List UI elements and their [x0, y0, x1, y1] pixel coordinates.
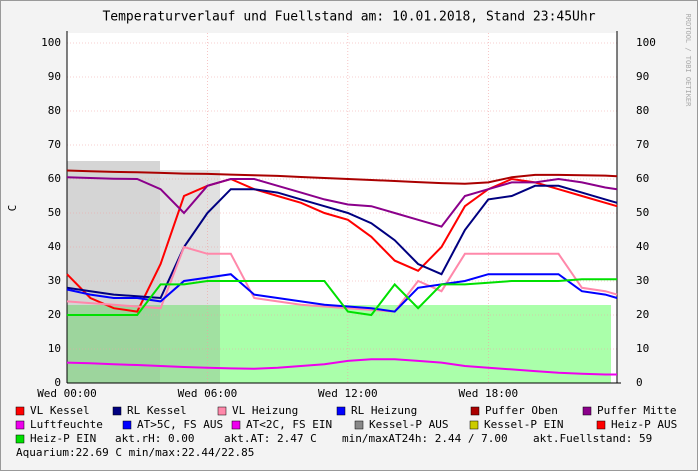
y2-tick-label: 80: [636, 104, 649, 117]
legend-label: Heiz-P EIN: [30, 432, 96, 445]
legend-label: AT>5C, FS AUS: [137, 418, 223, 431]
y-tick-label: 30: [48, 274, 61, 287]
kessel-area: [67, 161, 160, 383]
y-tick-label: 10: [48, 342, 61, 355]
y-tick-label: 90: [48, 70, 61, 83]
y-tick-label: 50: [48, 206, 61, 219]
y2-tick-label: 30: [636, 274, 649, 287]
y2-tick-label: 0: [636, 376, 643, 389]
y2-tick-label: 60: [636, 172, 649, 185]
legend-label: AT<2C, FS EIN: [246, 418, 332, 431]
legend-label: VL Kessel: [30, 404, 90, 417]
x-tick-label: Wed 12:00: [318, 387, 378, 400]
series-line: [66, 358, 617, 376]
legend-swatch: [469, 420, 479, 430]
legend-swatch: [231, 420, 241, 430]
series-line: [66, 169, 618, 185]
info-text: akt.rH: 0.00: [115, 432, 194, 445]
legend-swatch: [15, 406, 25, 416]
legend-swatch: [122, 420, 132, 430]
y2-tick-label: 40: [636, 240, 649, 253]
y-tick-label: 40: [48, 240, 61, 253]
legend-label: Puffer Oben: [485, 404, 558, 417]
series-line: [66, 176, 618, 228]
info-text: Aquarium:22.69 C min/max:22.44/22.85: [16, 446, 254, 459]
legend-label: VL Heizung: [232, 404, 298, 417]
info-text: akt.Fuellstand: 59: [533, 432, 652, 445]
y-tick-label: 80: [48, 104, 61, 117]
y2-tick-label: 70: [636, 138, 649, 151]
info-text: min/maxAT24h: 2.44 / 7.00: [342, 432, 508, 445]
legend-label: Luftfeuchte: [30, 418, 103, 431]
series-line: [67, 278, 617, 317]
y-axis-label: C: [6, 205, 19, 212]
y2-tick-label: 100: [636, 36, 656, 49]
legend-swatch: [15, 420, 25, 430]
legend-label: Kessel-P EIN: [484, 418, 563, 431]
legend-label: Heiz-P AUS: [611, 418, 677, 431]
y-tick-label: 20: [48, 308, 61, 321]
series-line: [66, 273, 618, 313]
y-tick-label: 100: [41, 36, 61, 49]
y2-tick-label: 10: [636, 342, 649, 355]
x-tick-label: Wed 06:00: [178, 387, 238, 400]
legend-swatch: [15, 434, 25, 444]
series-line: [66, 245, 618, 313]
legend-swatch: [582, 406, 592, 416]
y2-tick-label: 50: [636, 206, 649, 219]
legend-label: Puffer Mitte: [597, 404, 676, 417]
legend-swatch: [596, 420, 606, 430]
y-tick-label: 70: [48, 138, 61, 151]
legend-swatch: [470, 406, 480, 416]
y2-tick-label: 20: [636, 308, 649, 321]
watermark: RRDTOOL / TOBI OETIKER: [684, 14, 692, 108]
y2-tick-label: 90: [636, 70, 649, 83]
legend-label: RL Heizung: [351, 404, 417, 417]
legend-swatch: [217, 406, 227, 416]
y-tick-label: 60: [48, 172, 61, 185]
legend-swatch: [112, 406, 122, 416]
chart-title: Temperaturverlauf und Fuellstand am: 10.…: [102, 10, 595, 25]
legend-swatch: [336, 406, 346, 416]
y-tick-label: 0: [54, 376, 61, 389]
info-text: akt.AT: 2.47 C: [224, 432, 317, 445]
legend-swatch: [354, 420, 364, 430]
series-line: [66, 184, 618, 300]
legend-label: Kessel-P AUS: [369, 418, 448, 431]
x-tick-label: Wed 00:00: [37, 387, 97, 400]
legend-label: RL Kessel: [127, 404, 187, 417]
x-tick-label: Wed 18:00: [458, 387, 518, 400]
